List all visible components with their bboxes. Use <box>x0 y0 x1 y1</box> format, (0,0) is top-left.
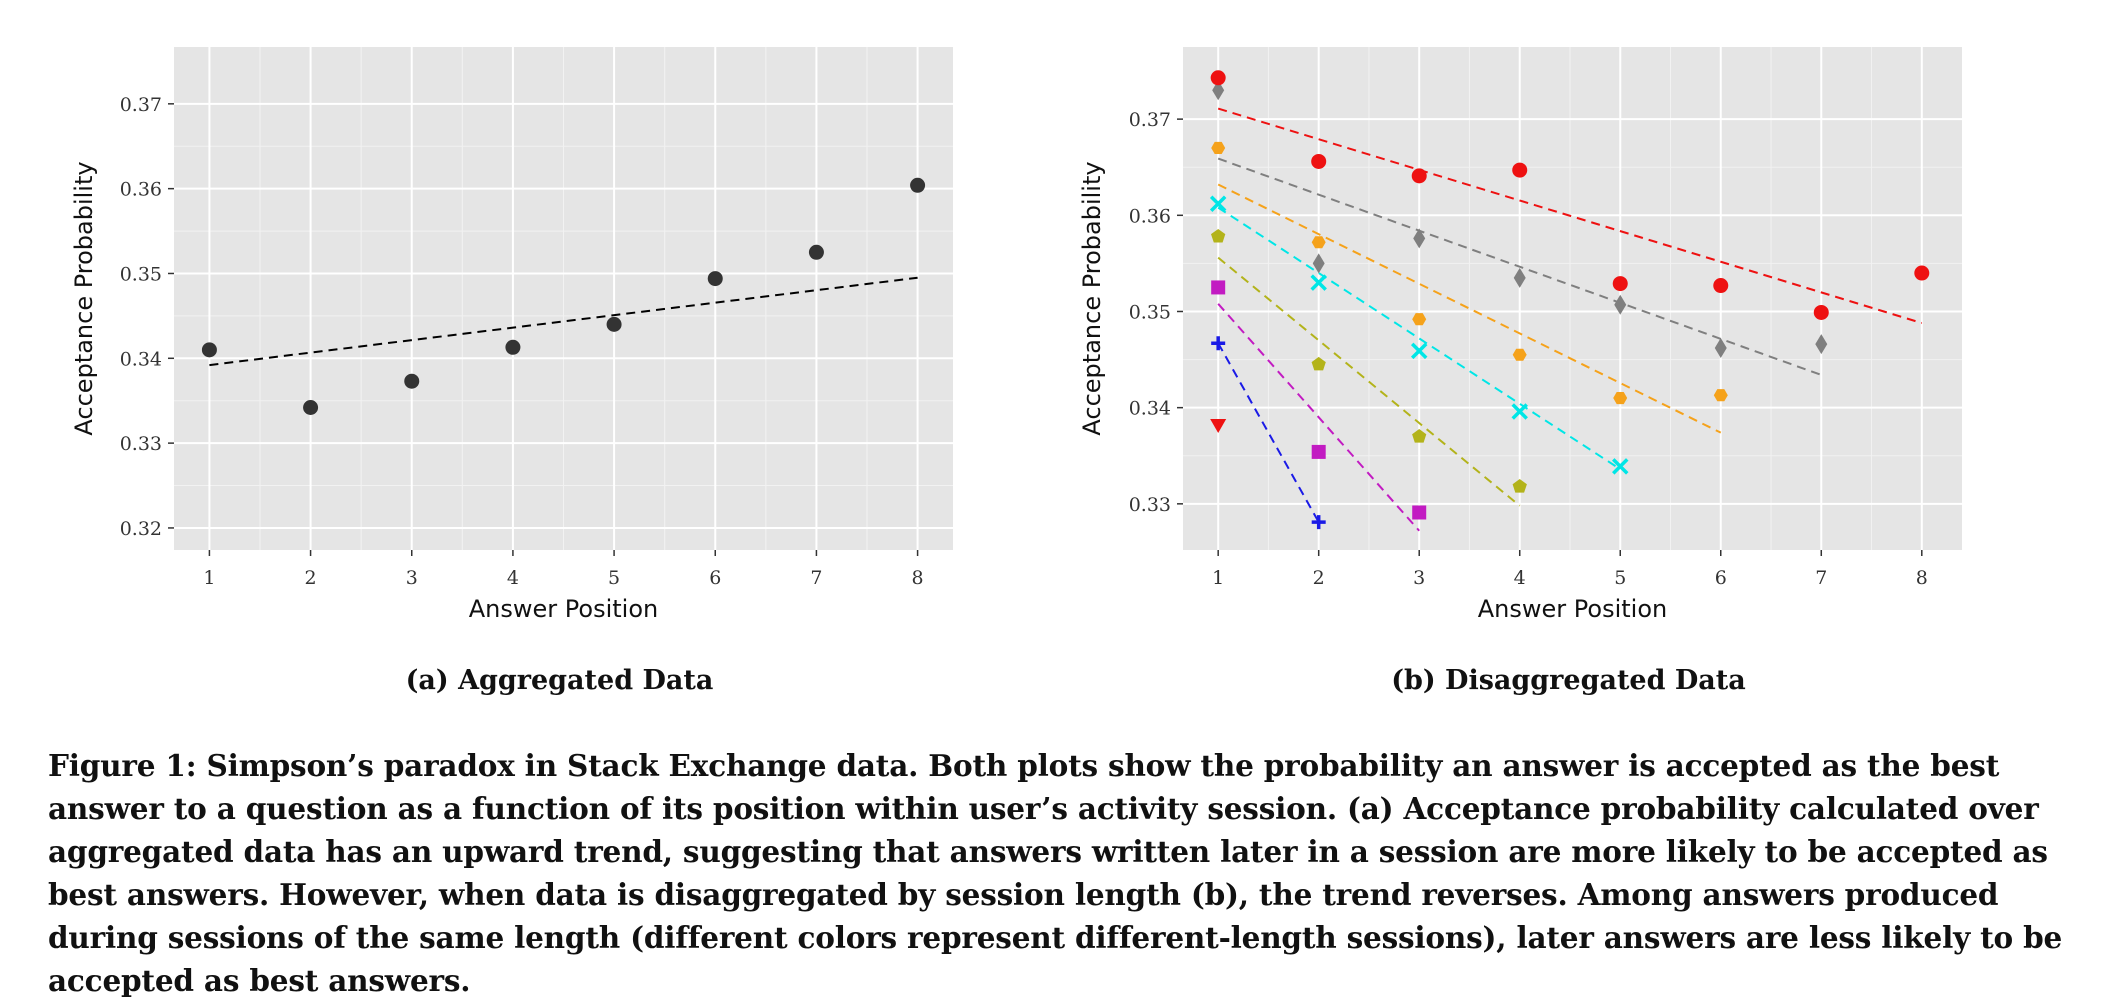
y-tick-label: 0.35 <box>1129 301 1171 323</box>
y-tick-label: 0.37 <box>120 94 162 116</box>
data-point-series-2 <box>1412 505 1427 520</box>
data-point-series-0 <box>606 316 622 332</box>
trend-line-series-1 <box>1217 342 1320 523</box>
panel-aggregated: 1 2 3 4 5 6 7 8 0.32 0.33 0.34 0.35 0.36 0.37 Answer … <box>70 47 953 696</box>
data-point-series-3 <box>1311 356 1326 371</box>
y-tick-label: 0.32 <box>120 518 162 540</box>
data-point-series-0 <box>404 373 420 389</box>
data-point-series-1 <box>1211 336 1226 351</box>
data-point-series-5 <box>1713 389 1728 402</box>
subcaption-a: (a) Aggregated Data <box>406 665 714 696</box>
x-tick-label: 1 <box>203 567 215 589</box>
data-point-series-6 <box>1413 228 1426 249</box>
subcaption-b: (b) Disaggregated Data <box>1391 665 1746 696</box>
axis-ticks-b: 1 2 3 4 5 6 7 8 0.33 0.34 0.35 0.36 0.37 <box>1129 109 1928 589</box>
data-point-series-7 <box>1914 265 1930 281</box>
y-tick-label: 0.35 <box>120 263 162 285</box>
data-point-series-4 <box>1310 274 1327 291</box>
figure-caption: Figure 1: Simpson’s paradox in Stack Exc… <box>48 748 2063 998</box>
data-point-series-0 <box>1210 418 1227 433</box>
data-point-series-6 <box>1513 267 1526 288</box>
x-tick-label: 2 <box>305 567 317 589</box>
trend-line-series-3 <box>1217 256 1521 507</box>
data-point-series-3 <box>1211 229 1226 243</box>
y-tick-label: 0.36 <box>1129 205 1171 227</box>
x-tick-label: 5 <box>1614 567 1626 589</box>
x-axis-label-b: Answer Position <box>1478 595 1667 623</box>
data-point-series-7 <box>1612 276 1628 292</box>
data-point-series-5 <box>1512 348 1527 361</box>
data-point-series-7 <box>1210 70 1226 86</box>
data-point-series-7 <box>1713 278 1729 294</box>
data-point-series-4 <box>1209 195 1227 213</box>
y-tick-label: 0.33 <box>1129 494 1171 516</box>
x-tick-label: 7 <box>810 567 822 589</box>
data-point-series-6 <box>1815 334 1828 355</box>
x-tick-label: 6 <box>1715 567 1727 589</box>
data-point-series-6 <box>1714 338 1727 359</box>
data-point-series-0 <box>303 399 319 415</box>
y-tick-label: 0.34 <box>1129 398 1171 420</box>
data-point-series-3 <box>1412 429 1427 443</box>
data-point-series-6 <box>1212 80 1225 101</box>
y-tick-label: 0.34 <box>120 348 162 370</box>
data-point-series-4 <box>1410 342 1428 360</box>
data-point-series-7 <box>1813 304 1829 320</box>
data-point-series-5 <box>1412 313 1427 326</box>
plot-background-b <box>1183 47 1962 550</box>
data-points-b <box>1209 70 1930 530</box>
data-point-series-0 <box>707 271 723 287</box>
data-point-series-5 <box>1311 236 1326 249</box>
axis-ticks-a: 1 2 3 4 5 6 7 8 0.32 0.33 0.34 0.35 0.36 0.37 <box>120 94 924 589</box>
x-tick-label: 2 <box>1313 567 1325 589</box>
data-point-series-5 <box>1613 392 1628 405</box>
data-point-series-7 <box>1512 162 1528 178</box>
data-point-series-2 <box>1211 280 1226 295</box>
x-tick-label: 8 <box>912 567 924 589</box>
trend-line-series-5 <box>1217 183 1722 434</box>
trend-line-series-4 <box>1217 206 1621 471</box>
data-points-a <box>201 177 926 415</box>
data-point-series-5 <box>1211 141 1226 154</box>
panel-disaggregated: 1 2 3 4 5 6 7 8 0.33 0.34 0.35 0.36 0.37 Answer Posi… <box>1078 47 1962 696</box>
data-point-series-7 <box>1311 153 1327 169</box>
data-point-series-6 <box>1614 294 1627 315</box>
x-tick-label: 3 <box>1413 567 1425 589</box>
x-axis-label-a: Answer Position <box>469 595 658 623</box>
x-tick-label: 7 <box>1815 567 1827 589</box>
data-point-series-4 <box>1612 458 1629 475</box>
y-axis-label-a: Acceptance Probability <box>70 161 98 435</box>
data-point-series-0 <box>808 244 824 260</box>
x-tick-label: 5 <box>608 567 620 589</box>
data-point-series-0 <box>505 339 521 355</box>
data-point-series-0 <box>201 342 217 358</box>
data-point-series-0 <box>910 177 926 193</box>
grid-b <box>1183 47 1962 550</box>
data-point-series-7 <box>1411 168 1427 184</box>
grid-a <box>174 47 953 550</box>
data-point-series-4 <box>1511 403 1528 420</box>
x-tick-label: 8 <box>1916 567 1928 589</box>
data-point-series-6 <box>1312 253 1325 274</box>
x-tick-label: 3 <box>406 567 418 589</box>
x-tick-label: 4 <box>507 567 519 589</box>
x-tick-label: 6 <box>709 567 721 589</box>
y-tick-label: 0.33 <box>120 433 162 455</box>
trend-line-series-7 <box>1217 107 1923 324</box>
trend-line-series-2 <box>1217 303 1420 532</box>
data-point-series-2 <box>1311 444 1326 459</box>
y-tick-label: 0.37 <box>1129 109 1171 131</box>
x-tick-label: 1 <box>1212 567 1224 589</box>
data-point-series-1 <box>1311 515 1326 530</box>
y-tick-label: 0.36 <box>120 179 162 201</box>
x-tick-label: 4 <box>1514 567 1526 589</box>
y-axis-label-b: Acceptance Probability <box>1078 161 1106 435</box>
data-point-series-3 <box>1512 479 1527 493</box>
